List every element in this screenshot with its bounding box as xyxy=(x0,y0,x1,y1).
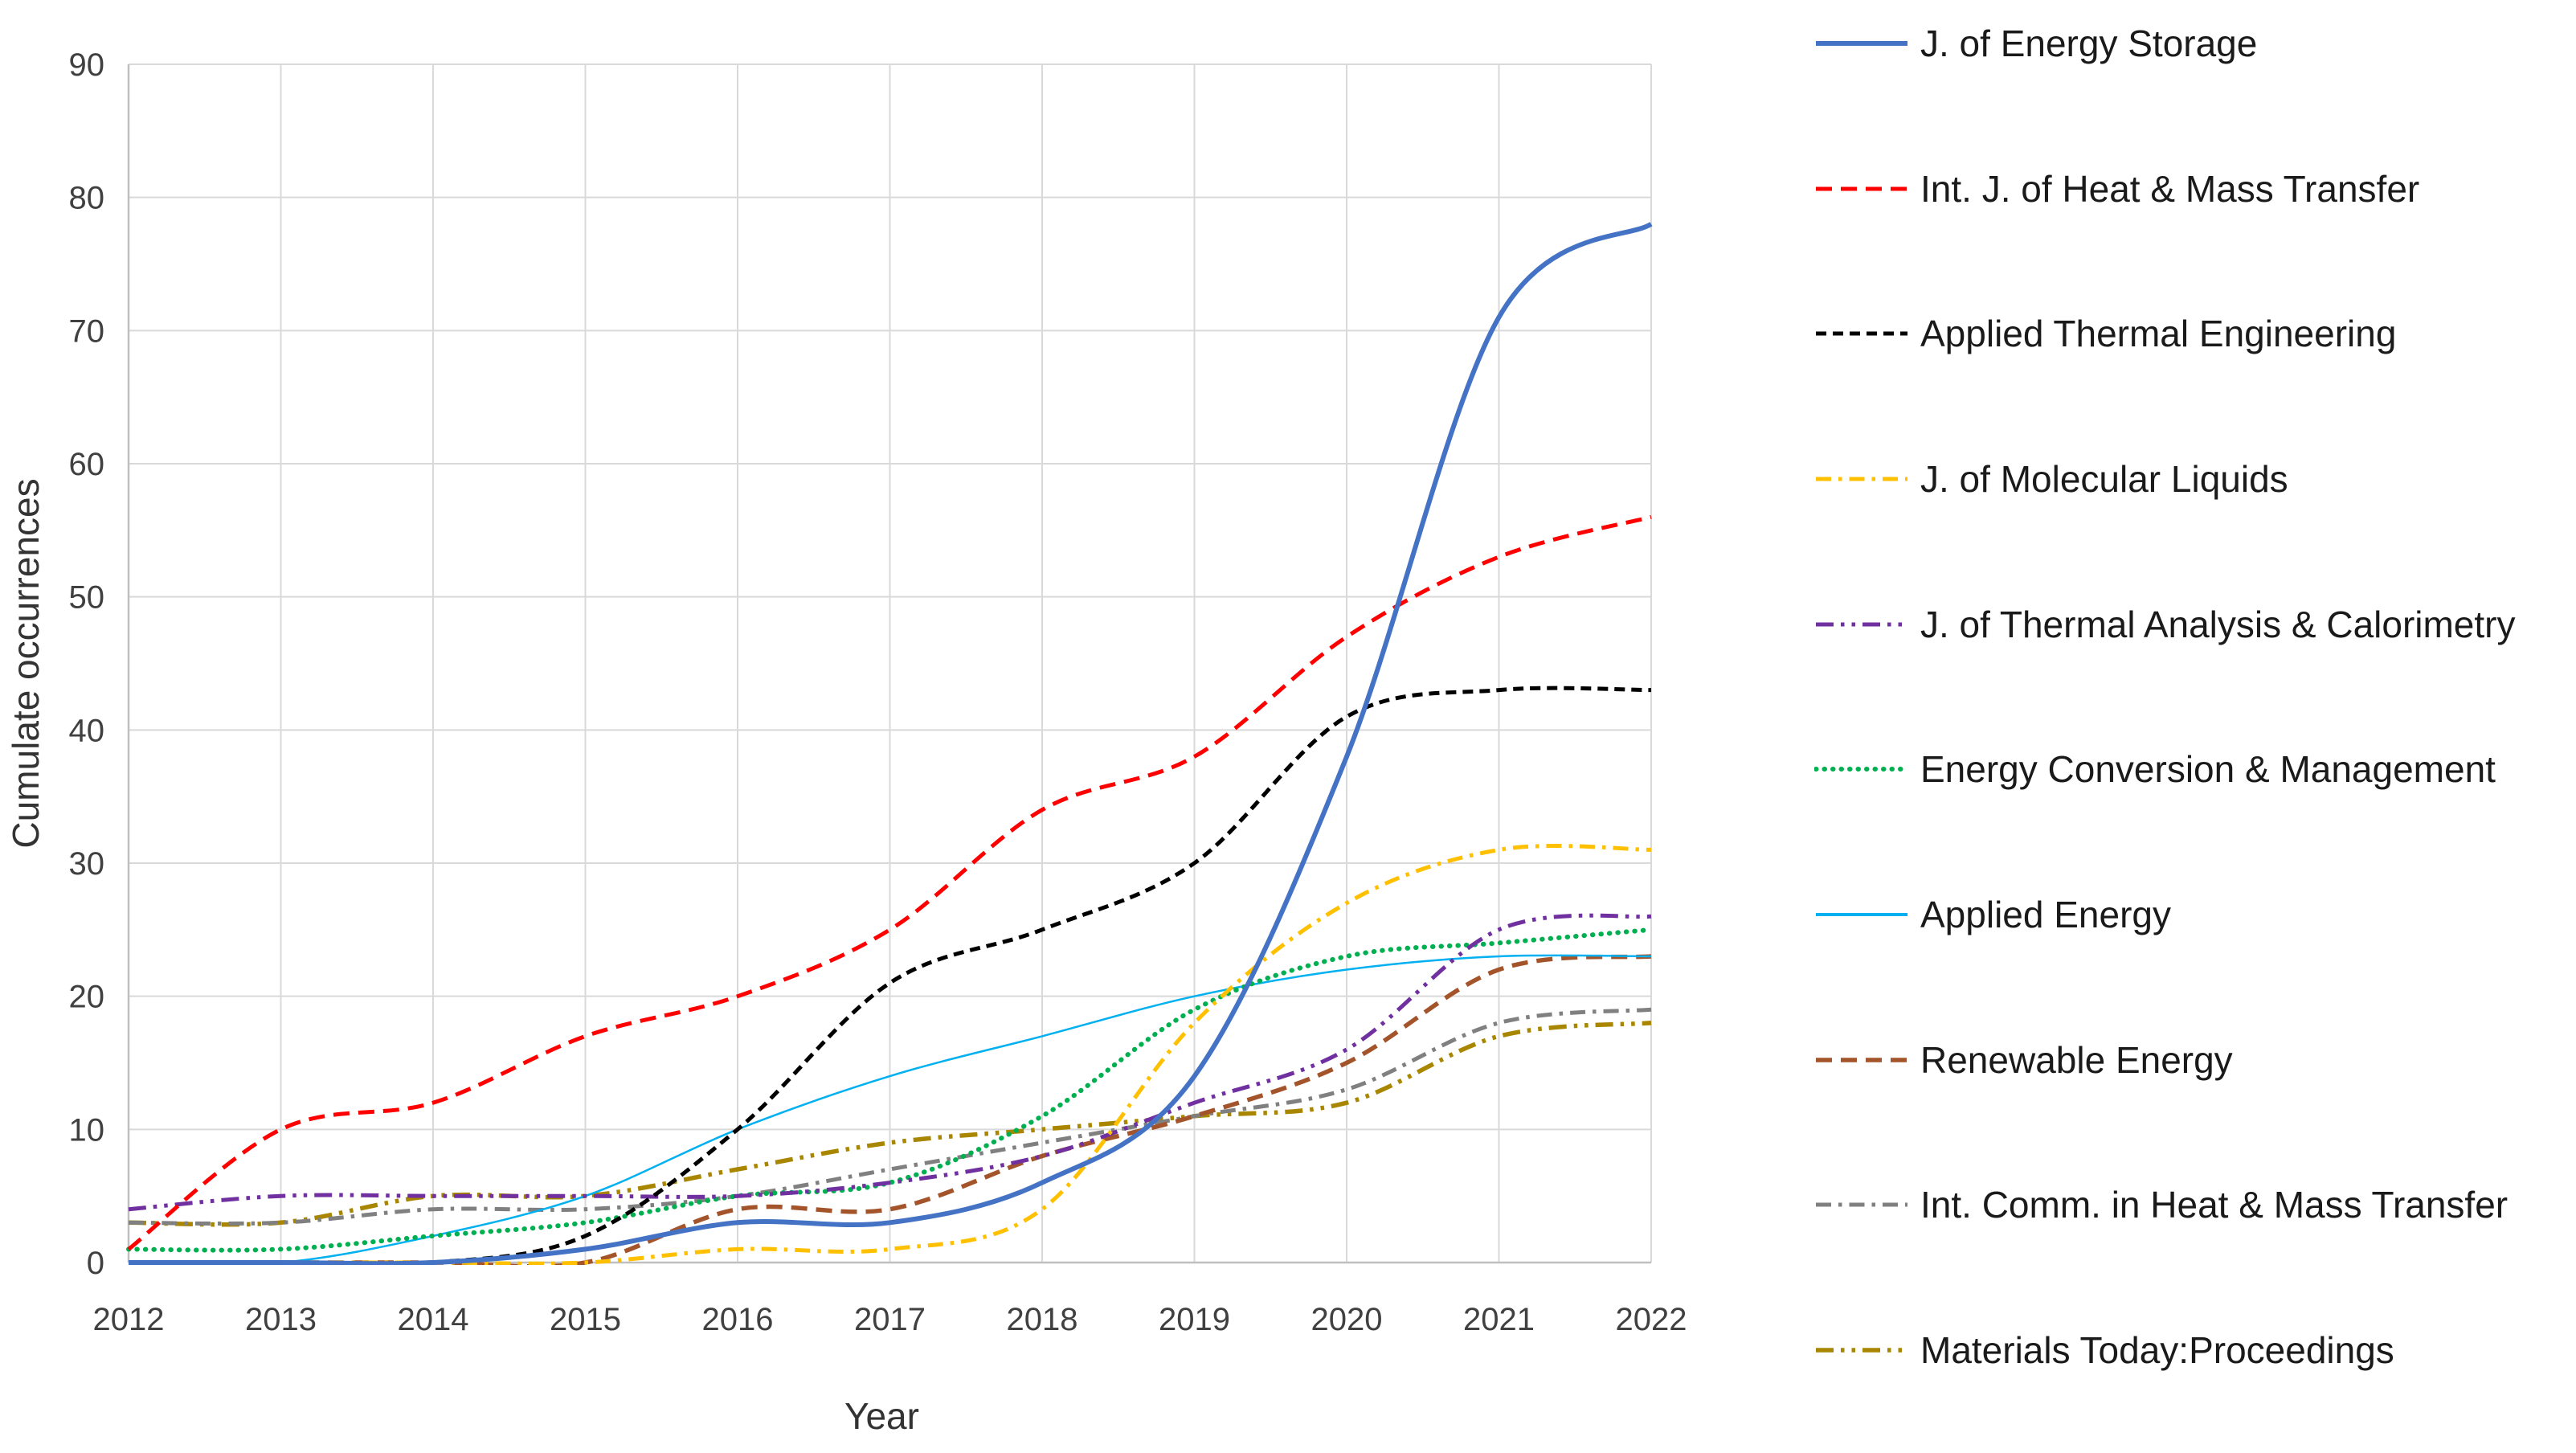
legend-item-materials-today-proceedings: Materials Today:Proceedings xyxy=(1814,1328,2570,1373)
legend-item-j-of-thermal-analysis-calorimetry: J. of Thermal Analysis & Calorimetry xyxy=(1814,602,2570,647)
y-tick-label: 70 xyxy=(69,313,105,349)
legend-item-energy-conversion-management: Energy Conversion & Management xyxy=(1814,747,2570,792)
legend-swatch-energy-conversion-management xyxy=(1814,767,1909,772)
y-tick-label: 0 xyxy=(87,1246,104,1281)
legend-label: Applied Energy xyxy=(1920,893,2171,935)
legend: J. of Energy Storage Int. J. of Heat & Ma… xyxy=(1814,21,2570,1373)
series-group xyxy=(126,222,1654,1265)
legend-swatch-renewable-energy xyxy=(1816,1057,1907,1062)
series-path-renewable-energy xyxy=(128,954,1652,1265)
legend-label: Int. J. of Heat & Mass Transfer xyxy=(1920,167,2420,210)
x-tick-label: 2016 xyxy=(702,1302,774,1337)
y-tick-label: 40 xyxy=(69,713,105,748)
y-tick-label: 60 xyxy=(69,447,105,482)
x-axis-title: Year xyxy=(844,1395,919,1437)
x-tick-label: 2014 xyxy=(398,1302,469,1337)
y-tick-label: 10 xyxy=(69,1112,105,1148)
y-tick-label: 30 xyxy=(69,846,105,882)
x-tick-label: 2012 xyxy=(93,1302,165,1337)
legend-item-applied-thermal-engineering: Applied Thermal Engineering xyxy=(1814,311,2570,356)
series-path-materials-today-proceedings xyxy=(128,1021,1652,1227)
x-tick-label: 2021 xyxy=(1463,1302,1535,1337)
legend-label: J. of Molecular Liquids xyxy=(1920,457,2288,500)
y-tick-label: 90 xyxy=(69,47,105,83)
x-tick-label: 2020 xyxy=(1311,1302,1383,1337)
x-tick-label: 2022 xyxy=(1616,1302,1687,1337)
legend-label: Renewable Energy xyxy=(1920,1038,2233,1081)
series-path-j-of-thermal-analysis-calorimetry xyxy=(128,913,1652,1212)
line-chart: 0 10 20 30 40 50 60 70 80 90 2012 2013 2014 2015 2016 2… xyxy=(5,47,1687,1437)
series-path-applied-energy xyxy=(128,954,1652,1265)
legend-swatch-int-comm-in-heat-mass-transfer xyxy=(1816,1202,1907,1207)
legend-swatch-materials-today-proceedings xyxy=(1816,1348,1907,1353)
legend-swatch-j-of-thermal-analysis-calorimetry xyxy=(1816,622,1907,627)
y-tick-label: 50 xyxy=(69,580,105,616)
y-axis-title: Cumulate occurrences xyxy=(5,478,47,848)
x-tick-label: 2015 xyxy=(550,1302,621,1337)
legend-swatch-applied-energy xyxy=(1816,912,1907,916)
legend-label: J. of Energy Storage xyxy=(1920,23,2258,64)
gridlines xyxy=(128,63,1652,1263)
legend-label: Energy Conversion & Management xyxy=(1920,748,2496,791)
legend-swatch-applied-thermal-engineering xyxy=(1816,331,1907,336)
legend-swatch-j-of-molecular-liquids xyxy=(1816,477,1907,481)
x-tick-label: 2017 xyxy=(854,1302,926,1337)
legend-item-int-comm-in-heat-mass-transfer: Int. Comm. in Heat & Mass Transfer xyxy=(1814,1182,2570,1227)
legend-item-j-of-energy-storage: J. of Energy Storage xyxy=(1814,21,2570,66)
legend-label: Applied Thermal Engineering xyxy=(1920,313,2397,355)
y-tick-label: 80 xyxy=(69,181,105,216)
legend-label: Materials Today:Proceedings xyxy=(1920,1328,2394,1371)
legend-swatch-int-j-of-heat-mass-transfer xyxy=(1816,186,1907,191)
series-path-j-of-energy-storage xyxy=(128,222,1653,1265)
x-tick-label: 2019 xyxy=(1159,1302,1230,1337)
legend-item-renewable-energy: Renewable Energy xyxy=(1814,1038,2570,1083)
x-tick-label: 2013 xyxy=(245,1302,317,1337)
legend-item-j-of-molecular-liquids: J. of Molecular Liquids xyxy=(1814,456,2570,501)
legend-item-int-j-of-heat-mass-transfer: Int. J. of Heat & Mass Transfer xyxy=(1814,166,2570,211)
y-tick-label: 20 xyxy=(69,980,105,1015)
legend-item-applied-energy: Applied Energy xyxy=(1814,892,2570,937)
x-tick-label: 2018 xyxy=(1007,1302,1078,1337)
legend-swatch-j-of-energy-storage xyxy=(1816,41,1907,46)
legend-label: Int. Comm. in Heat & Mass Transfer xyxy=(1920,1184,2509,1226)
legend-label: J. of Thermal Analysis & Calorimetry xyxy=(1920,603,2516,645)
